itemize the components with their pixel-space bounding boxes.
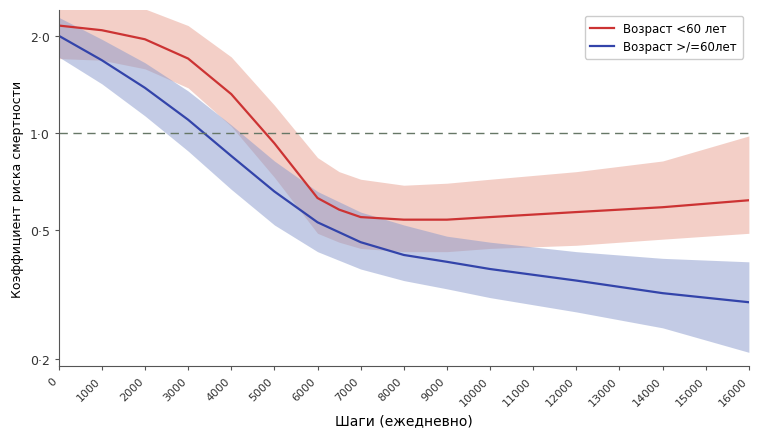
- Возраст >/=60лет: [54, 34, 63, 39]
- Возраст <60 лет: [658, 205, 667, 210]
- Возраст <60 лет: [54, 24, 63, 29]
- Возраст >/=60лет: [572, 278, 581, 283]
- Возраст <60 лет: [97, 28, 106, 34]
- Возраст <60 лет: [744, 198, 753, 203]
- Возраст >/=60лет: [744, 300, 753, 305]
- Возраст <60 лет: [572, 210, 581, 215]
- Возраст >/=60лет: [399, 253, 408, 258]
- Возраст >/=60лет: [356, 240, 366, 245]
- Y-axis label: Коэффициент риска смертности: Коэффициент риска смертности: [11, 81, 24, 297]
- Возраст >/=60лет: [97, 58, 106, 64]
- Возраст <60 лет: [226, 92, 236, 98]
- Возраст >/=60лет: [658, 291, 667, 296]
- Возраст <60 лет: [399, 218, 408, 223]
- Возраст <60 лет: [334, 208, 344, 213]
- Возраст >/=60лет: [226, 154, 236, 159]
- Возраст >/=60лет: [313, 220, 322, 226]
- X-axis label: Шаги (ежедневно): Шаги (ежедневно): [335, 413, 473, 427]
- Возраст >/=60лет: [270, 189, 279, 194]
- Возраст >/=60лет: [486, 267, 495, 272]
- Возраст >/=60лет: [184, 118, 193, 123]
- Возраст >/=60лет: [442, 260, 451, 265]
- Возраст <60 лет: [141, 38, 150, 43]
- Возраст <60 лет: [356, 215, 366, 220]
- Возраст <60 лет: [270, 141, 279, 147]
- Возраст <60 лет: [486, 215, 495, 220]
- Line: Возраст >/=60лет: Возраст >/=60лет: [59, 37, 749, 303]
- Возраст >/=60лет: [141, 86, 150, 91]
- Возраст <60 лет: [184, 57, 193, 62]
- Line: Возраст <60 лет: Возраст <60 лет: [59, 27, 749, 220]
- Возраст <60 лет: [442, 218, 451, 223]
- Legend: Возраст <60 лет, Возраст >/=60лет: Возраст <60 лет, Возраст >/=60лет: [584, 17, 743, 60]
- Возраст <60 лет: [313, 196, 322, 201]
